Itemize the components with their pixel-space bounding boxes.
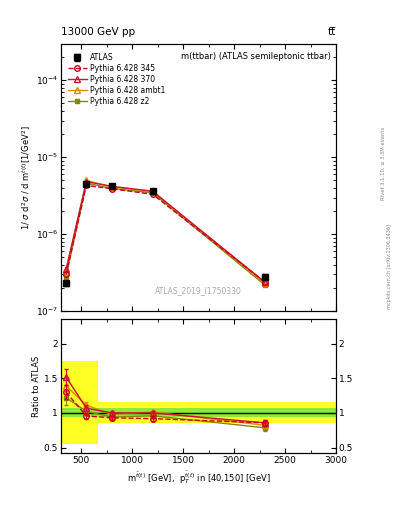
Pythia 6.428 ambt1 (110, 184, 114, 190)
Text: ATLAS_2019_I1750330: ATLAS_2019_I1750330 (155, 286, 242, 295)
Pythia 6.428 z2 (263, 282, 267, 288)
Pythia 6.428 370 (110, 183, 114, 189)
Pythia 6.428 345 (64, 271, 68, 278)
Pythia 6.428 345 (110, 186, 114, 192)
Text: Rivet 3.1.10, ≥ 3.3M events: Rivet 3.1.10, ≥ 3.3M events (381, 127, 386, 201)
Bar (61, 409, 336, 417)
Pythia 6.428 370 (84, 179, 89, 185)
X-axis label: m$^{\bar{t}(t)}$ [GeV],  p$_{T}^{\bar{t}(t)}$ in [40,150] [GeV]: m$^{\bar{t}(t)}$ [GeV], p$_{T}^{\bar{t}(… (127, 469, 270, 486)
Pythia 6.428 370 (263, 279, 267, 285)
Pythia 6.428 z2 (84, 180, 89, 186)
Pythia 6.428 345 (150, 191, 155, 198)
Text: 13000 GeV pp: 13000 GeV pp (61, 27, 135, 37)
Pythia 6.428 370 (64, 266, 68, 272)
Text: m(ttbar) (ATLAS semileptonic ttbar): m(ttbar) (ATLAS semileptonic ttbar) (181, 52, 331, 60)
Pythia 6.428 z2 (150, 190, 155, 196)
Y-axis label: 1/ $\sigma$ d$^2\sigma$ / d m$^{\bar{t}(t)}$[1/GeV$^2$]: 1/ $\sigma$ d$^2\sigma$ / d m$^{\bar{t}(… (18, 125, 33, 230)
Pythia 6.428 z2 (110, 185, 114, 191)
Bar (97, 402, 336, 422)
Text: tt̅: tt̅ (328, 27, 336, 37)
Pythia 6.428 345 (263, 279, 267, 285)
Legend: ATLAS, Pythia 6.428 345, Pythia 6.428 370, Pythia 6.428 ambt1, Pythia 6.428 z2: ATLAS, Pythia 6.428 345, Pythia 6.428 37… (66, 52, 167, 107)
Pythia 6.428 ambt1 (150, 188, 155, 194)
Text: mcplots.cern.ch [arXiv:1306.3436]: mcplots.cern.ch [arXiv:1306.3436] (387, 224, 391, 309)
Line: Pythia 6.428 z2: Pythia 6.428 z2 (64, 181, 267, 287)
Line: Pythia 6.428 370: Pythia 6.428 370 (63, 179, 268, 285)
Bar (61, 361, 97, 444)
Pythia 6.428 ambt1 (84, 177, 89, 183)
Pythia 6.428 ambt1 (263, 280, 267, 286)
Pythia 6.428 z2 (64, 274, 68, 280)
Y-axis label: Ratio to ATLAS: Ratio to ATLAS (32, 355, 41, 417)
Line: Pythia 6.428 345: Pythia 6.428 345 (63, 183, 268, 285)
Pythia 6.428 370 (150, 188, 155, 195)
Pythia 6.428 345 (84, 182, 89, 188)
Line: Pythia 6.428 ambt1: Pythia 6.428 ambt1 (63, 178, 268, 286)
Pythia 6.428 ambt1 (64, 269, 68, 275)
